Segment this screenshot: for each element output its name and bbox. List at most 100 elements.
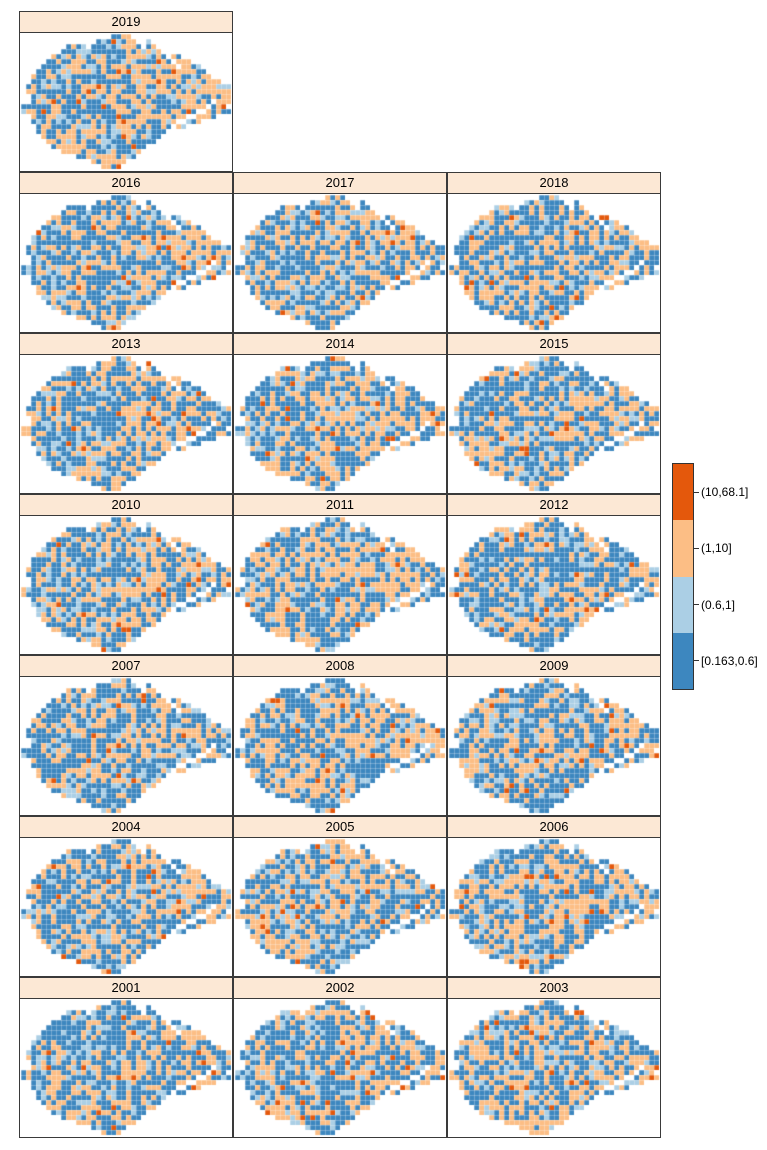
choropleth-canvas-2011 [234, 516, 446, 653]
map-panel [447, 194, 661, 333]
facet-2008: 2008 [233, 655, 447, 816]
facet-strip: 2010 [19, 494, 233, 516]
facet-strip: 2005 [233, 816, 447, 838]
facet-year-label: 2012 [539, 497, 569, 512]
facet-year-label: 2009 [539, 658, 569, 673]
facet-2005: 2005 [233, 816, 447, 977]
map-panel [447, 516, 661, 655]
facet-strip: 2016 [19, 172, 233, 194]
choropleth-canvas-2014 [234, 355, 446, 492]
facet-year-label: 2007 [111, 658, 141, 673]
facet-strip: 2018 [447, 172, 661, 194]
facet-2013: 2013 [19, 333, 233, 494]
facet-year-label: 2004 [111, 819, 141, 834]
facet-strip: 2009 [447, 655, 661, 677]
choropleth-canvas-2002 [234, 999, 446, 1136]
choropleth-canvas-2001 [20, 999, 232, 1136]
choropleth-canvas-2007 [20, 677, 232, 814]
choropleth-canvas-2019 [20, 33, 232, 170]
map-panel [19, 194, 233, 333]
legend-tick [694, 660, 699, 662]
facet-strip: 2008 [233, 655, 447, 677]
facet-2012: 2012 [447, 494, 661, 655]
legend-bin-swatch-blue [673, 632, 693, 689]
choropleth-canvas-2005 [234, 838, 446, 975]
map-panel [447, 999, 661, 1138]
facet-strip: 2017 [233, 172, 447, 194]
facet-year-label: 2017 [325, 175, 355, 190]
facet-year-label: 2001 [111, 980, 141, 995]
legend-bin-label: (1,10] [701, 541, 732, 556]
facet-2007: 2007 [19, 655, 233, 816]
facet-year-label: 2005 [325, 819, 355, 834]
map-panel [233, 838, 447, 977]
facet-year-label: 2006 [539, 819, 569, 834]
facet-2009: 2009 [447, 655, 661, 816]
facet-2017: 2017 [233, 172, 447, 333]
legend-tick [694, 491, 699, 493]
facet-strip: 2011 [233, 494, 447, 516]
legend-tick [694, 604, 699, 606]
facet-strip: 2001 [19, 977, 233, 999]
facet-strip: 2014 [233, 333, 447, 355]
legend-bin-label: (10,68.1] [701, 485, 749, 500]
map-panel [233, 355, 447, 494]
choropleth-canvas-2012 [448, 516, 660, 653]
map-panel [447, 677, 661, 816]
choropleth-canvas-2010 [20, 516, 232, 653]
facet-2002: 2002 [233, 977, 447, 1138]
facet-2011: 2011 [233, 494, 447, 655]
facet-strip: 2013 [19, 333, 233, 355]
facet-year-label: 2003 [539, 980, 569, 995]
choropleth-canvas-2016 [20, 194, 232, 331]
map-panel [19, 999, 233, 1138]
facet-strip: 2003 [447, 977, 661, 999]
map-panel [233, 516, 447, 655]
map-panel [447, 355, 661, 494]
facet-strip: 2019 [19, 11, 233, 33]
facet-2010: 2010 [19, 494, 233, 655]
facet-strip: 2002 [233, 977, 447, 999]
map-panel [233, 999, 447, 1138]
facet-year-label: 2015 [539, 336, 569, 351]
facet-year-label: 2011 [326, 497, 354, 512]
map-panel [19, 355, 233, 494]
facet-strip: 2012 [447, 494, 661, 516]
legend-colorbar [672, 463, 694, 690]
map-panel [233, 677, 447, 816]
facet-strip: 2004 [19, 816, 233, 838]
facet-2019: 2019 [19, 11, 233, 172]
facet-2018: 2018 [447, 172, 661, 333]
legend-tick [694, 547, 699, 549]
facet-strip: 2007 [19, 655, 233, 677]
choropleth-canvas-2013 [20, 355, 232, 492]
facet-2003: 2003 [447, 977, 661, 1138]
choropleth-canvas-2009 [448, 677, 660, 814]
facet-2014: 2014 [233, 333, 447, 494]
facet-2015: 2015 [447, 333, 661, 494]
map-panel [19, 838, 233, 977]
legend-bin-swatch-lightblue [673, 576, 693, 633]
legend-bin-label: [0.163,0.6] [701, 653, 758, 668]
facet-2004: 2004 [19, 816, 233, 977]
facet-year-label: 2002 [325, 980, 355, 995]
choropleth-canvas-2018 [448, 194, 660, 331]
facet-year-label: 2014 [325, 336, 355, 351]
map-panel [233, 194, 447, 333]
legend-bin-swatch-lightorange [673, 520, 693, 577]
facet-year-label: 2019 [111, 14, 141, 29]
legend-bin-label: (0.6,1] [701, 597, 736, 612]
facet-2016: 2016 [19, 172, 233, 333]
legend-bin-swatch-darkorange [673, 464, 693, 521]
facet-year-label: 2008 [325, 658, 355, 673]
map-panel [19, 516, 233, 655]
facet-2001: 2001 [19, 977, 233, 1138]
map-panel [19, 677, 233, 816]
map-panel [19, 33, 233, 172]
map-panel [447, 838, 661, 977]
choropleth-canvas-2006 [448, 838, 660, 975]
facet-strip: 2006 [447, 816, 661, 838]
facet-year-label: 2013 [111, 336, 141, 351]
choropleth-canvas-2017 [234, 194, 446, 331]
choropleth-canvas-2003 [448, 999, 660, 1136]
